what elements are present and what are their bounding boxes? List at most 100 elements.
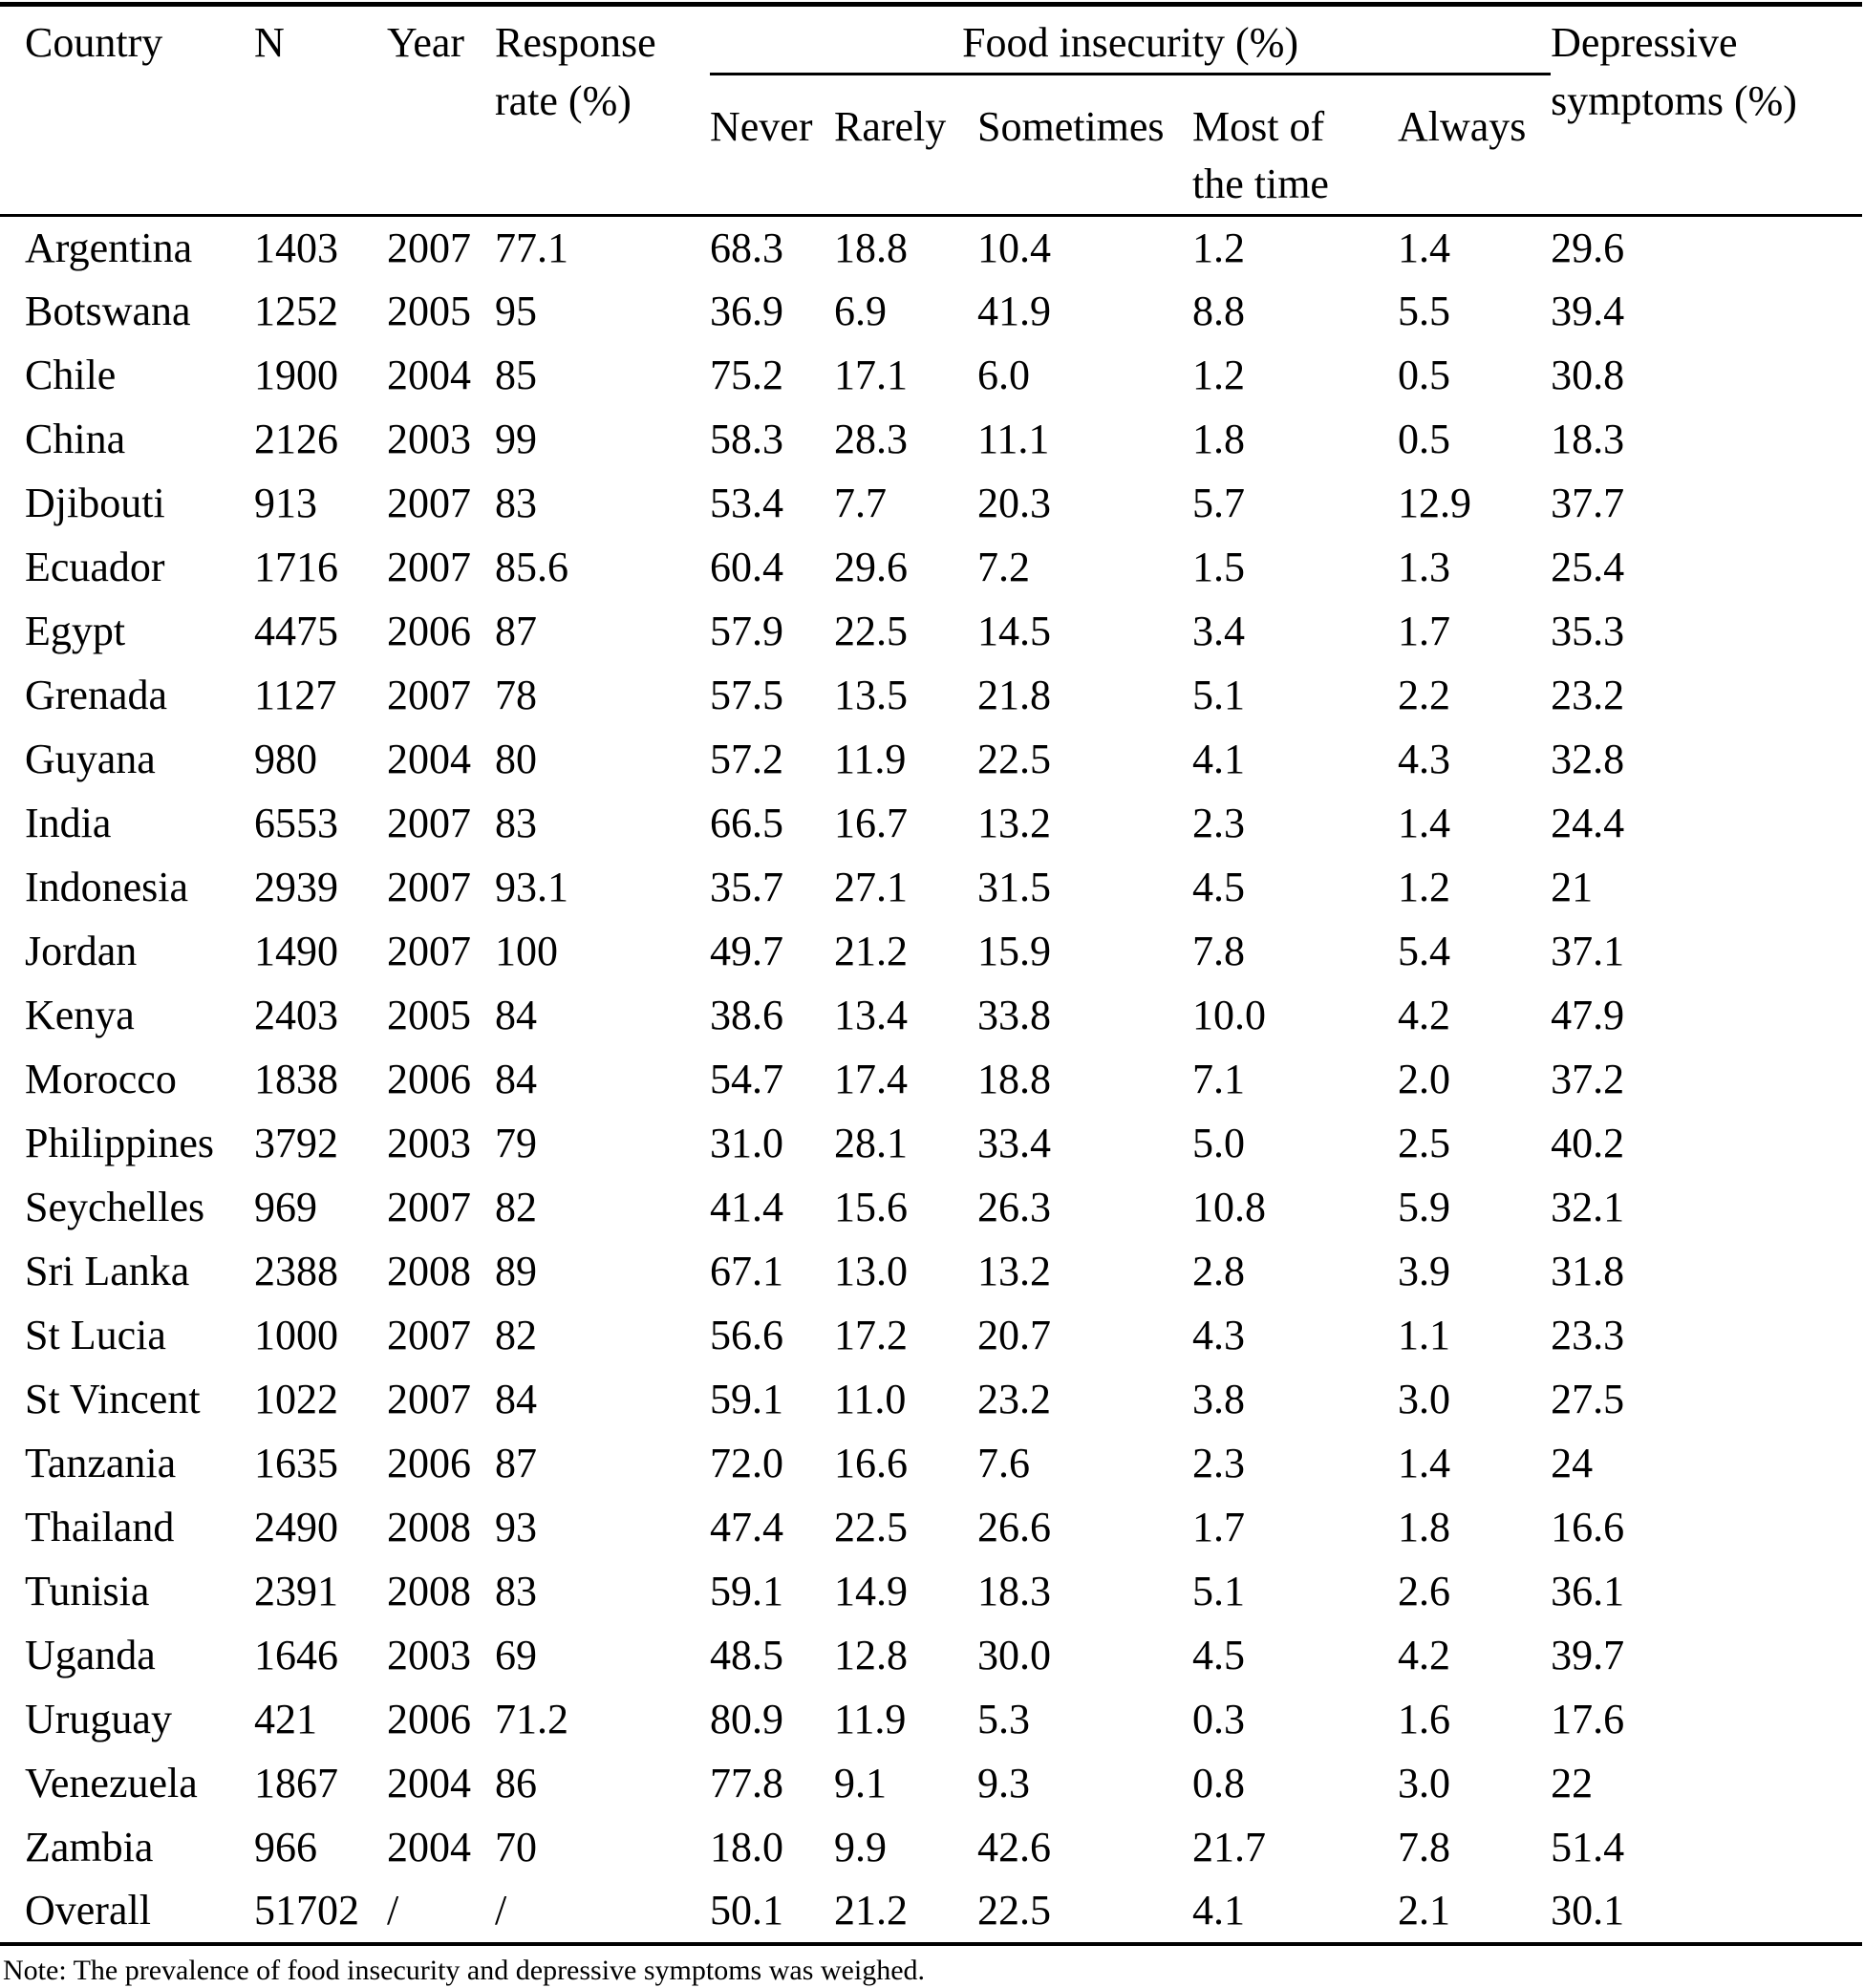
cell-depressive-symptoms: 17.6	[1551, 1695, 1625, 1742]
cell-country: Chile	[25, 351, 117, 398]
cell-depressive-symptoms: 32.1	[1551, 1183, 1625, 1230]
cell-response-rate: 93	[495, 1503, 537, 1550]
table-row: Morocco 1838 2006 84 54.7 17.4 18.8 7.1 2.0 37.2	[0, 1048, 1862, 1112]
cell-most-of-the-time: 4.1	[1192, 1886, 1245, 1934]
cell-depressive-symptoms: 32.8	[1551, 735, 1625, 782]
cell-always: 2.5	[1398, 1119, 1450, 1166]
cell-sometimes: 10.4	[977, 224, 1051, 271]
cell-rarely: 6.9	[834, 287, 887, 334]
cell-n: 2388	[254, 1247, 338, 1294]
cell-rarely: 16.6	[834, 1439, 908, 1486]
cell-sometimes: 7.6	[977, 1439, 1030, 1486]
cell-depressive-symptoms: 24	[1551, 1439, 1594, 1486]
cell-year: 2006	[387, 1695, 471, 1742]
cell-most-of-the-time: 3.4	[1192, 607, 1245, 654]
cell-always: 2.0	[1398, 1055, 1450, 1102]
cell-year: 2008	[387, 1247, 471, 1294]
cell-response-rate: 87	[495, 607, 537, 654]
cell-response-rate: 85.6	[495, 543, 568, 590]
cell-always: 5.4	[1398, 927, 1450, 974]
cell-sometimes: 13.2	[977, 1247, 1051, 1294]
cell-country: Uruguay	[25, 1695, 172, 1742]
cell-depressive-symptoms: 24.4	[1551, 799, 1625, 846]
cell-rarely: 21.2	[834, 927, 908, 974]
cell-rarely: 21.2	[834, 1886, 908, 1934]
cell-most-of-the-time: 4.3	[1192, 1311, 1245, 1358]
cell-rarely: 13.5	[834, 671, 908, 718]
table-row: Botswana 1252 2005 95 36.9 6.9 41.9 8.8 5.5 39.4	[0, 280, 1862, 344]
cell-sometimes: 26.3	[977, 1183, 1051, 1230]
table-row: Tunisia 2391 2008 83 59.1 14.9 18.3 5.1 2.6 36.1	[0, 1560, 1862, 1624]
cell-sometimes: 9.3	[977, 1759, 1030, 1806]
cell-always: 1.1	[1398, 1311, 1450, 1358]
header-rarely: Rarely	[834, 102, 947, 150]
header-year: Year	[387, 19, 465, 66]
cell-depressive-symptoms: 39.4	[1551, 287, 1625, 334]
cell-response-rate: 87	[495, 1439, 537, 1486]
cell-response-rate: 86	[495, 1759, 537, 1806]
cell-response-rate: 85	[495, 351, 537, 398]
cell-response-rate: 80	[495, 735, 537, 782]
cell-most-of-the-time: 10.0	[1192, 991, 1266, 1038]
cell-year: 2003	[387, 1119, 471, 1166]
cell-most-of-the-time: 2.8	[1192, 1247, 1245, 1294]
cell-sometimes: 33.8	[977, 991, 1051, 1038]
cell-sometimes: 41.9	[977, 287, 1051, 334]
cell-depressive-symptoms: 27.5	[1551, 1375, 1625, 1422]
cell-n: 969	[254, 1183, 317, 1230]
cell-most-of-the-time: 7.8	[1192, 927, 1245, 974]
cell-n: 2939	[254, 863, 338, 910]
cell-always: 1.4	[1398, 224, 1450, 271]
cell-response-rate: 78	[495, 671, 537, 718]
cell-country: St Vincent	[25, 1375, 201, 1422]
cell-year: 2007	[387, 1183, 471, 1230]
table-row: Egypt 4475 2006 87 57.9 22.5 14.5 3.4 1.7 35.3	[0, 600, 1862, 664]
cell-most-of-the-time: 4.5	[1192, 1631, 1245, 1678]
header-country: Country	[25, 19, 163, 66]
cell-never: 57.2	[710, 735, 783, 782]
cell-rarely: 28.1	[834, 1119, 908, 1166]
cell-year: 2003	[387, 1631, 471, 1678]
cell-always: 1.2	[1398, 863, 1450, 910]
cell-n: 2490	[254, 1503, 338, 1550]
cell-country: Egypt	[25, 607, 126, 654]
cell-response-rate: 95	[495, 287, 537, 334]
table-row: Seychelles 969 2007 82 41.4 15.6 26.3 10.8 5.9 32…	[0, 1176, 1862, 1240]
cell-year: 2007	[387, 1311, 471, 1358]
cell-rarely: 15.6	[834, 1183, 908, 1230]
cell-most-of-the-time: 0.3	[1192, 1695, 1245, 1742]
cell-depressive-symptoms: 31.8	[1551, 1247, 1625, 1294]
table-row: Jordan 1490 2007 100 49.7 21.2 15.9 7.8 5.4 37.1	[0, 920, 1862, 984]
cell-n: 1022	[254, 1375, 338, 1422]
cell-n: 980	[254, 735, 317, 782]
cell-country: Morocco	[25, 1055, 177, 1102]
cell-country: Tunisia	[25, 1567, 150, 1614]
cell-year: 2008	[387, 1503, 471, 1550]
cell-country: Zambia	[25, 1823, 154, 1870]
cell-most-of-the-time: 2.3	[1192, 799, 1245, 846]
cell-never: 72.0	[710, 1439, 783, 1486]
food-insecurity-table: Country N Year Response rate (%) Food in…	[0, 2, 1863, 1946]
cell-country: Argentina	[25, 224, 193, 271]
table-row: St Lucia 1000 2007 82 56.6 17.2 20.7 4.3 1.1 23.3	[0, 1304, 1862, 1368]
cell-year: 2004	[387, 1759, 471, 1806]
cell-most-of-the-time: 3.8	[1192, 1375, 1245, 1422]
cell-n: 4475	[254, 607, 338, 654]
cell-always: 1.3	[1398, 543, 1450, 590]
cell-always: 1.4	[1398, 799, 1450, 846]
header-always: Always	[1398, 102, 1527, 150]
cell-sometimes: 26.6	[977, 1503, 1051, 1550]
cell-sometimes: 13.2	[977, 799, 1051, 846]
cell-rarely: 17.4	[834, 1055, 908, 1102]
cell-country: Botswana	[25, 287, 191, 334]
table-row: Uganda 1646 2003 69 48.5 12.8 30.0 4.5 4.2 39.7	[0, 1624, 1862, 1688]
cell-sometimes: 22.5	[977, 1886, 1051, 1934]
cell-country: Kenya	[25, 991, 135, 1038]
cell-most-of-the-time: 0.8	[1192, 1759, 1245, 1806]
table-row: Ecuador 1716 2007 85.6 60.4 29.6 7.2 1.5 1.3 25.4	[0, 536, 1862, 600]
cell-n: 1635	[254, 1439, 338, 1486]
cell-depressive-symptoms: 47.9	[1551, 991, 1625, 1038]
cell-rarely: 18.8	[834, 224, 908, 271]
cell-most-of-the-time: 5.1	[1192, 1567, 1245, 1614]
